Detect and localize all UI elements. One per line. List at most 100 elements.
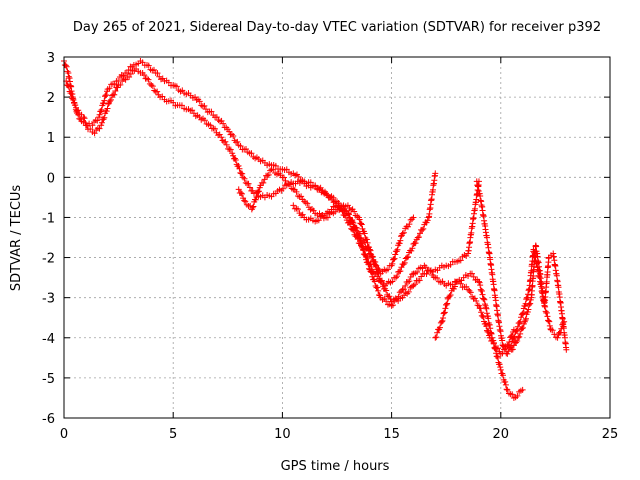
data-point-interp xyxy=(404,223,411,230)
y-tick-label: -3 xyxy=(42,292,55,307)
data-point-interp xyxy=(523,315,530,322)
data-point-interp xyxy=(101,114,108,121)
data-point-interp xyxy=(361,251,368,258)
x-tick-label: 10 xyxy=(274,427,291,442)
data-point-interp xyxy=(260,179,267,186)
data-point-interp xyxy=(226,128,233,135)
y-tick-label: -1 xyxy=(42,211,55,226)
data-point-interp xyxy=(473,297,480,304)
data-point-interp xyxy=(84,122,91,129)
data-point-interp xyxy=(440,310,447,317)
data-point-interp xyxy=(348,217,355,224)
data-point-interp xyxy=(154,70,161,77)
data-point-interp xyxy=(218,117,225,124)
data-point-interp xyxy=(282,177,289,184)
data-point-interp xyxy=(378,279,385,286)
data-point-interp xyxy=(71,99,78,106)
data-point-interp xyxy=(358,221,365,228)
data-point-interp xyxy=(353,227,360,234)
data-point-interp xyxy=(349,219,356,226)
data-point-interp xyxy=(490,337,497,344)
data-point xyxy=(67,90,74,97)
data-point-interp xyxy=(246,184,253,191)
data-point-interp xyxy=(492,346,499,353)
data-point-interp xyxy=(87,125,94,132)
data-point-interp xyxy=(394,246,401,253)
data-point-interp xyxy=(497,364,504,371)
data-point-interp xyxy=(412,240,419,247)
data-point-interp xyxy=(398,233,405,240)
data-point-interp xyxy=(439,317,446,324)
data-point xyxy=(355,234,362,241)
data-point-interp xyxy=(397,237,404,244)
data-point-interp xyxy=(505,348,512,355)
data-point-interp xyxy=(451,283,458,290)
data-point-interp xyxy=(356,216,363,223)
data-point-interp xyxy=(365,261,372,268)
grid-lines xyxy=(64,57,610,418)
data-point-interp xyxy=(360,247,367,254)
data-point-interp xyxy=(514,338,521,345)
data-point-interp xyxy=(75,107,82,114)
data-point-interp xyxy=(235,162,242,169)
data-point-interp xyxy=(525,306,532,313)
data-point-interp xyxy=(280,174,287,181)
data-point-interp xyxy=(111,91,118,98)
data-point xyxy=(438,318,445,325)
data-point-interp xyxy=(242,179,249,186)
data-point-interp xyxy=(389,302,396,309)
data-point-interp xyxy=(357,237,364,244)
data-point-interp xyxy=(208,108,215,115)
data-point-interp xyxy=(237,189,244,196)
data-point-interp xyxy=(483,323,490,330)
data-point-interp xyxy=(363,236,370,243)
data-point-interp xyxy=(239,170,246,177)
data-point-interp xyxy=(103,92,110,99)
data-point-interp xyxy=(154,88,161,95)
data-point-interp xyxy=(280,185,287,192)
data-point xyxy=(561,318,568,325)
data-point-interp xyxy=(65,83,72,90)
data-point-interp xyxy=(363,256,370,263)
data-point-interp xyxy=(420,225,427,232)
data-point-interp xyxy=(481,301,488,308)
data-point xyxy=(207,122,214,129)
data-point-interp xyxy=(145,62,152,69)
data-point-interp xyxy=(105,101,112,108)
data-point-interp xyxy=(101,97,108,104)
data-point-interp xyxy=(434,274,441,281)
data-point-interp xyxy=(416,230,423,237)
satellite-track-e xyxy=(432,270,526,401)
data-point-interp xyxy=(467,289,474,296)
chart-title: Day 265 of 2021, Sidereal Day-to-day VTE… xyxy=(73,20,601,35)
data-point-interp xyxy=(542,308,549,315)
data-point-interp xyxy=(345,210,352,217)
y-tick-label: -6 xyxy=(42,412,55,427)
data-point-interp xyxy=(508,343,515,350)
data-point-interp xyxy=(491,345,498,352)
data-point-interp xyxy=(371,261,378,268)
data-point-interp xyxy=(232,157,239,164)
data-point-interp xyxy=(96,125,103,132)
y-tick-label: 1 xyxy=(47,131,55,146)
data-point-interp xyxy=(253,194,260,201)
data-point-interp xyxy=(106,85,113,92)
data-point-interp xyxy=(406,278,413,285)
data-point-interp xyxy=(549,327,556,334)
data-point-interp xyxy=(418,273,425,280)
data-point-interp xyxy=(252,196,259,203)
data-point xyxy=(366,246,373,253)
data-point-interp xyxy=(81,115,88,122)
data-point-interp xyxy=(502,378,509,385)
data-point-interp xyxy=(396,240,403,247)
data-point-interp xyxy=(173,83,180,90)
data-point-interp xyxy=(312,183,319,190)
data-point-interp xyxy=(407,273,414,280)
data-point-interp xyxy=(236,165,243,172)
data-point-interp xyxy=(517,330,524,337)
data-point-interp xyxy=(104,105,111,112)
data-point-interp xyxy=(447,261,454,268)
data-point-interp xyxy=(362,235,369,242)
data-point-interp xyxy=(442,305,449,312)
data-point-interp xyxy=(107,96,114,103)
